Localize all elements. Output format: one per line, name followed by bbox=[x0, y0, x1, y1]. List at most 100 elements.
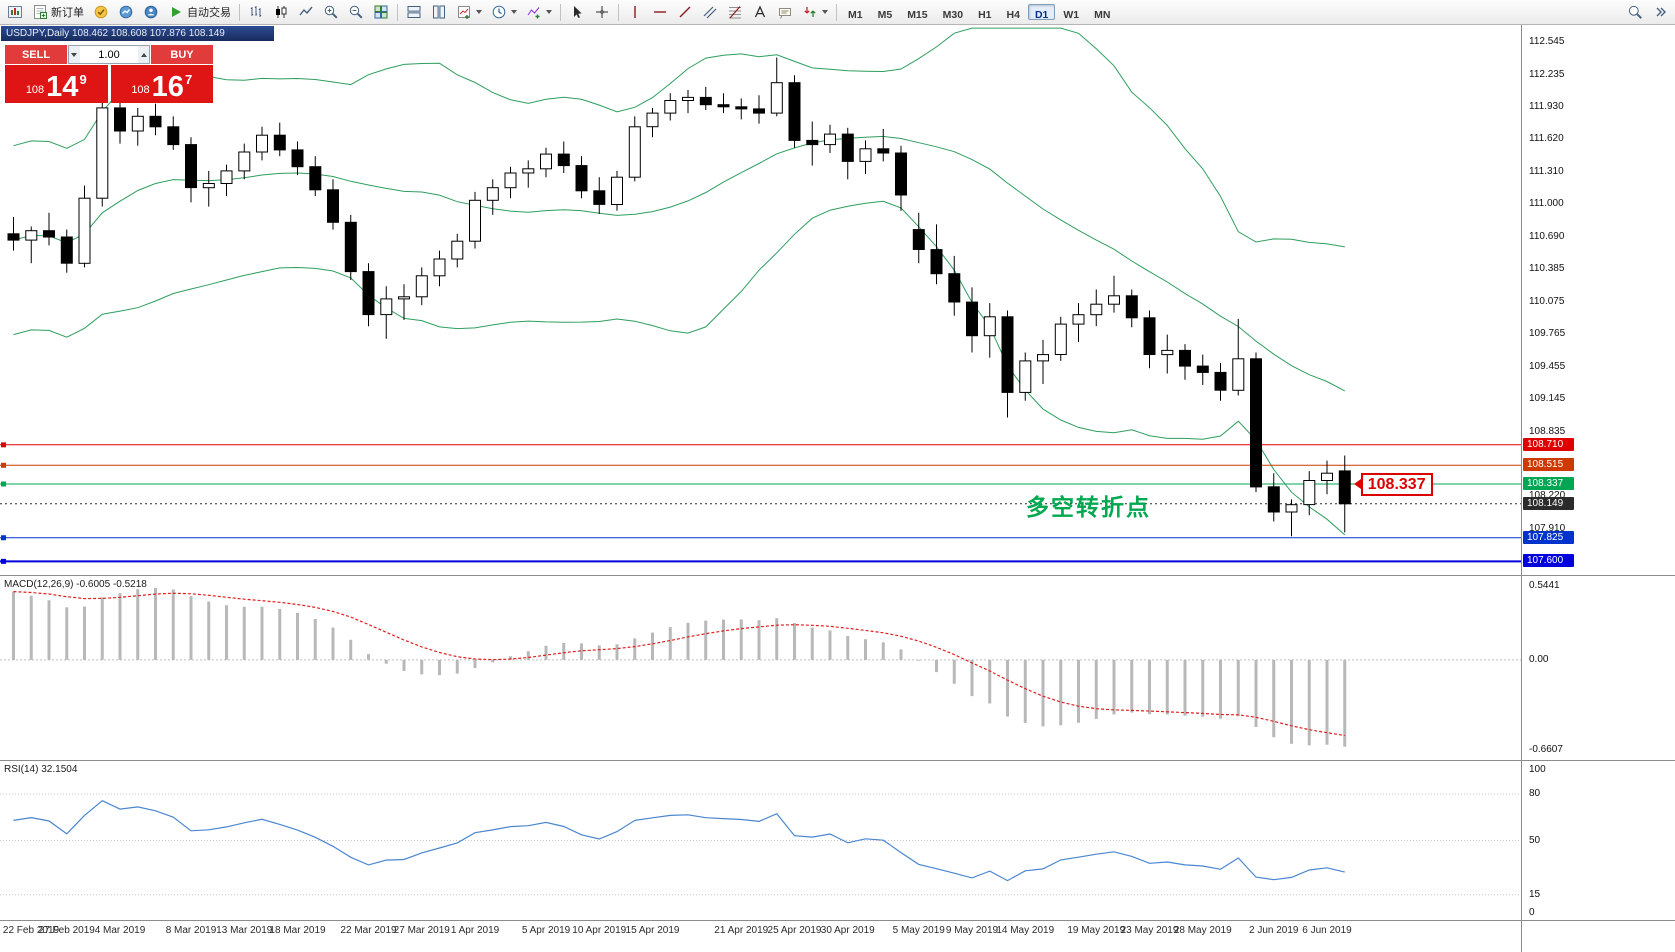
price-axis-tick: 111.000 bbox=[1529, 198, 1564, 210]
toolbar-separator bbox=[618, 3, 619, 21]
level-anchor-handle[interactable] bbox=[1, 558, 6, 564]
text-tool-button[interactable] bbox=[748, 2, 772, 23]
zoom-out-button[interactable] bbox=[344, 2, 368, 23]
volume-input[interactable] bbox=[79, 46, 139, 63]
volume-decrease-button[interactable] bbox=[69, 46, 80, 63]
macd-axis-value: -0.6607 bbox=[1529, 743, 1563, 755]
crosshair-tool-button[interactable] bbox=[590, 2, 614, 23]
candlestick-chart-button[interactable] bbox=[269, 2, 293, 23]
autotrade-button[interactable]: 自动交易 bbox=[164, 2, 235, 23]
chart-title-bar[interactable]: USDJPY,Daily 108.462 108.608 107.876 108… bbox=[1, 26, 274, 41]
zoom-out-icon bbox=[348, 4, 364, 20]
volume-increase-button[interactable] bbox=[138, 46, 149, 63]
indicators-icon bbox=[526, 4, 540, 19]
community-button[interactable] bbox=[139, 2, 163, 23]
timeframe-button-D1[interactable]: D1 bbox=[1027, 4, 1056, 21]
timeframe-button-MN[interactable]: MN bbox=[1087, 4, 1117, 21]
sell-price-figure: 108 bbox=[25, 84, 45, 96]
arrows-tool-button[interactable] bbox=[798, 2, 832, 23]
horizontal-line-tool-button[interactable] bbox=[648, 2, 672, 23]
price-callout-text: 108.337 bbox=[1360, 472, 1433, 496]
tile-horizontal-button[interactable] bbox=[402, 2, 426, 23]
level-anchor-handle[interactable] bbox=[1, 462, 6, 468]
metaeditor-icon bbox=[93, 4, 109, 20]
timeframe-button-M15[interactable]: M15 bbox=[900, 4, 934, 21]
buy-price-button[interactable]: 108 16 7 bbox=[110, 65, 213, 103]
toolbar-overflow-button[interactable] bbox=[1648, 2, 1672, 23]
pane-separator[interactable] bbox=[0, 760, 1675, 761]
cursor-tool-button[interactable] bbox=[565, 2, 589, 23]
timeframe-button-M1[interactable]: M1 bbox=[841, 4, 870, 21]
buy-tab[interactable]: BUY bbox=[151, 45, 213, 64]
rsi-axis-value: 50 bbox=[1529, 834, 1541, 846]
bar-chart-button[interactable] bbox=[244, 2, 268, 23]
periods-button[interactable] bbox=[487, 2, 521, 23]
new-chart-button[interactable] bbox=[452, 2, 486, 23]
sell-price-button[interactable]: 108 14 9 bbox=[5, 65, 108, 103]
trendline-tool-button[interactable] bbox=[673, 2, 697, 23]
price-axis-label-108.149: 108.149 bbox=[1523, 496, 1574, 510]
triangle-down-icon bbox=[71, 52, 78, 57]
level-anchor-handle[interactable] bbox=[1, 535, 6, 541]
price-axis-tick: 111.620 bbox=[1529, 133, 1564, 145]
market-watch-button[interactable] bbox=[114, 2, 138, 23]
price-callout[interactable]: 108.337 bbox=[1353, 472, 1433, 496]
price-axis-label-107.600: 107.600 bbox=[1523, 554, 1574, 568]
autotrade-label: 自动交易 bbox=[187, 7, 231, 19]
timeframe-button-M5[interactable]: M5 bbox=[871, 4, 900, 21]
price-axis-tick: 110.690 bbox=[1529, 230, 1565, 242]
sell-tab[interactable]: SELL bbox=[5, 45, 67, 64]
line-chart-button[interactable] bbox=[294, 2, 318, 23]
rsi-axis-value: 15 bbox=[1529, 888, 1541, 900]
level-anchor-handle[interactable] bbox=[1, 442, 6, 448]
dropdown-caret bbox=[476, 10, 482, 14]
timeframe-button-H1[interactable]: H1 bbox=[971, 4, 998, 21]
timeframe-button-W1[interactable]: W1 bbox=[1056, 4, 1086, 21]
candlestick-chart-icon bbox=[276, 4, 289, 20]
rsi-pane[interactable] bbox=[0, 761, 1521, 920]
rsi-axis-value: 100 bbox=[1529, 764, 1546, 775]
text-label-icon bbox=[777, 4, 793, 20]
text-icon bbox=[752, 4, 768, 20]
tile-vertical-button[interactable] bbox=[427, 2, 451, 23]
trendline-icon bbox=[677, 4, 693, 20]
timeframe-button-H4[interactable]: H4 bbox=[1000, 4, 1027, 21]
text-label-tool-button[interactable] bbox=[773, 2, 797, 23]
indicators-button[interactable] bbox=[522, 2, 556, 23]
level-anchor-handle[interactable] bbox=[1, 481, 6, 487]
tile-vertical-icon bbox=[431, 4, 447, 20]
macd-pane[interactable] bbox=[0, 576, 1521, 760]
vertical-line-tool-button[interactable] bbox=[623, 2, 647, 23]
new-order-icon bbox=[32, 4, 48, 20]
pane-separator[interactable] bbox=[0, 575, 1675, 576]
price-axis-tick: 112.235 bbox=[1529, 68, 1565, 80]
turning-point-annotation[interactable]: 多空转折点 bbox=[1026, 494, 1151, 520]
channel-tool-button[interactable] bbox=[698, 2, 722, 23]
macd-signal-line bbox=[13, 591, 1345, 737]
new-order-button[interactable]: 新订单 bbox=[28, 2, 88, 23]
timeframe-button-M30[interactable]: M30 bbox=[936, 4, 970, 21]
price-axis-label-108.337: 108.337 bbox=[1523, 476, 1574, 490]
tile-windows-button[interactable] bbox=[369, 2, 393, 23]
toolbar-separator bbox=[560, 3, 561, 21]
app-icon-button[interactable] bbox=[3, 2, 27, 23]
toolbar-separator bbox=[239, 3, 240, 21]
dropdown-caret bbox=[546, 10, 552, 14]
zoom-in-button[interactable] bbox=[319, 2, 343, 23]
search-icon bbox=[1627, 4, 1643, 20]
crosshair-icon bbox=[596, 6, 608, 18]
toolbar-separator bbox=[397, 3, 398, 21]
new-chart-icon bbox=[456, 4, 472, 19]
chart-canvas[interactable] bbox=[0, 0, 1521, 952]
time-axis[interactable] bbox=[0, 921, 1521, 952]
price-axis-label-108.515: 108.515 bbox=[1523, 458, 1574, 472]
price-axis-tick: 111.310 bbox=[1529, 165, 1564, 177]
macd-axis-value: 0.5441 bbox=[1529, 579, 1560, 591]
pane-separator[interactable] bbox=[0, 920, 1675, 921]
chart-window-icon bbox=[7, 4, 23, 20]
metaeditor-button[interactable] bbox=[89, 2, 113, 23]
price-axis-border bbox=[1521, 25, 1522, 952]
price-axis-tick: 112.545 bbox=[1529, 36, 1565, 48]
search-button[interactable] bbox=[1623, 2, 1647, 23]
fibonacci-tool-button[interactable] bbox=[723, 2, 747, 23]
